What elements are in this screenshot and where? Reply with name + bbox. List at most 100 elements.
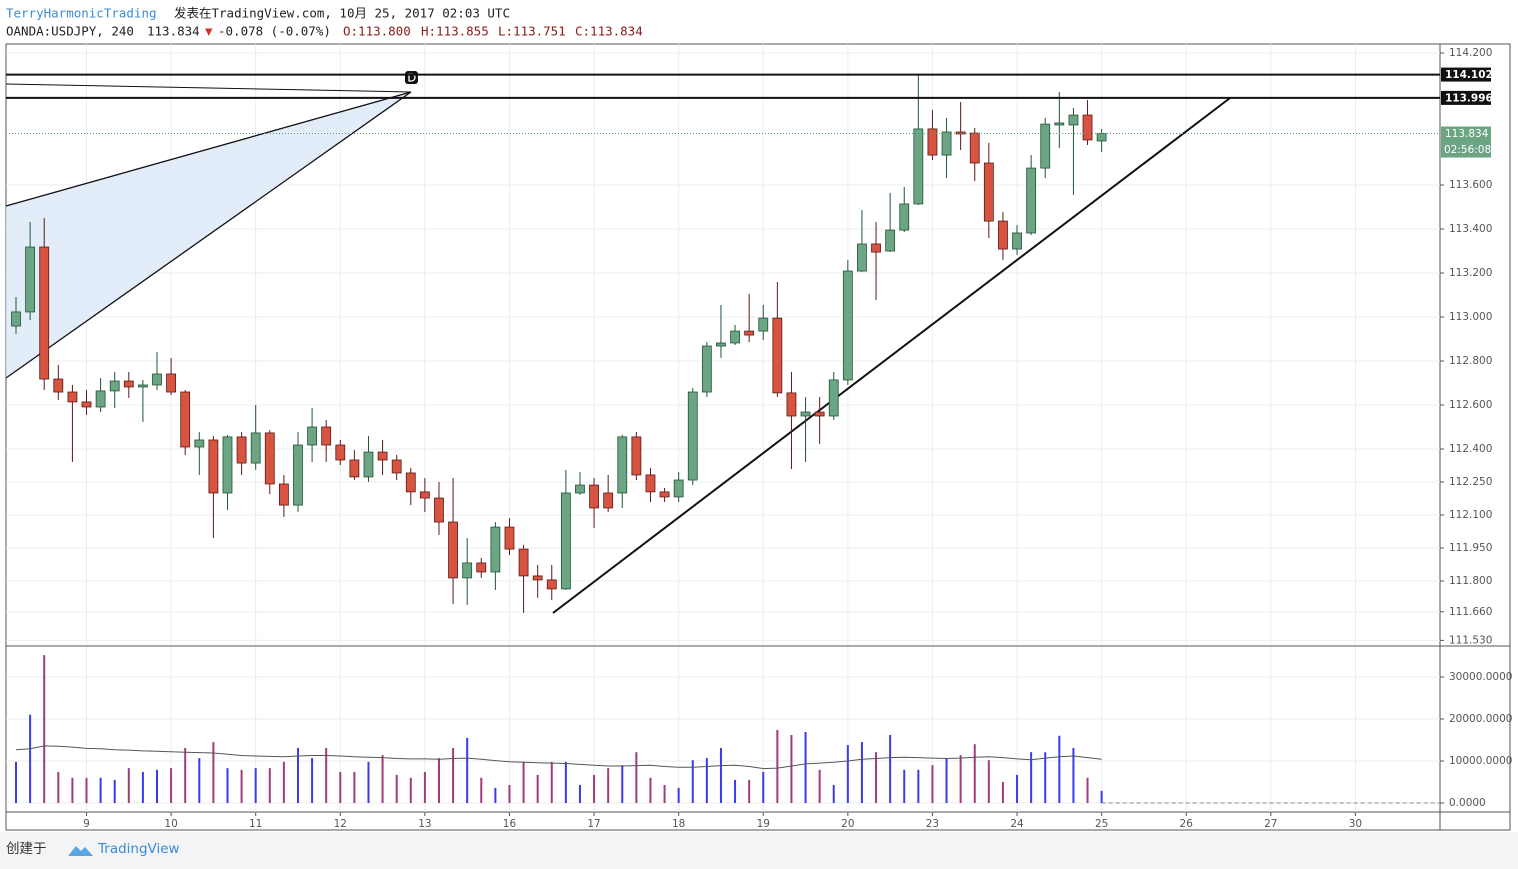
marks: [6, 73, 1440, 804]
y-tick-label: 111.950: [1449, 542, 1492, 554]
candle-body: [589, 484, 599, 509]
countdown-label: 02:56:08: [1444, 144, 1491, 156]
candle-body: [546, 579, 557, 590]
candle-body: [138, 384, 148, 388]
candle-body: [180, 391, 191, 448]
candle-body: [222, 436, 233, 494]
candle-body: [293, 444, 303, 506]
candle-body: [419, 491, 430, 499]
candle-body: [560, 492, 571, 590]
price-line-label: 114.102: [1445, 69, 1493, 81]
x-tick-label: 26: [1180, 818, 1194, 830]
candle-body: [744, 330, 755, 336]
pattern-line: [5, 83, 412, 93]
candle-body: [264, 432, 275, 485]
candle-body: [927, 128, 938, 156]
y-tick-label: 113.400: [1449, 223, 1492, 235]
candle-body: [687, 391, 698, 481]
candle-body: [631, 436, 642, 476]
y-tick-label: 112.250: [1449, 476, 1492, 488]
candle-body: [490, 526, 501, 573]
candle-body: [786, 392, 797, 417]
candle-body: [899, 203, 910, 231]
candle-body: [842, 270, 853, 381]
candle-body: [11, 311, 21, 327]
candle-body: [532, 575, 543, 581]
author[interactable]: TerryHarmonicTrading: [6, 6, 157, 21]
x-tick-label: 11: [249, 818, 262, 830]
symbol: OANDA:USDJPY, 240: [6, 24, 134, 39]
pattern-line: [5, 91, 412, 207]
candle-body: [307, 426, 317, 446]
candle-body: [983, 162, 994, 222]
y-tick-label: 112.800: [1449, 355, 1492, 367]
v-tick-label: 0.0000: [1449, 797, 1486, 809]
candle-body: [603, 492, 614, 509]
candle-body: [335, 444, 346, 461]
y-tick-label: 111.800: [1449, 575, 1492, 587]
current-price-tag: [1441, 126, 1491, 158]
candle-body: [377, 451, 388, 461]
y-tick-label: 112.400: [1449, 443, 1492, 455]
candle-body: [1096, 133, 1107, 142]
candle-body: [236, 436, 247, 464]
candle-body: [814, 411, 825, 417]
candle-body: [828, 379, 839, 417]
x-tick-label: 27: [1264, 818, 1277, 830]
candle-body: [462, 562, 473, 579]
x-tick-label: 12: [334, 818, 347, 830]
y-tick-label: 112.100: [1449, 509, 1492, 521]
open: O:113.800: [343, 24, 411, 39]
point-marker: [405, 71, 418, 84]
candle-body: [645, 474, 656, 493]
x-tick-label: 23: [926, 818, 939, 830]
candle-body: [913, 128, 924, 205]
candle-body: [363, 451, 374, 478]
price-line-tag: [1441, 90, 1491, 105]
candle-body: [730, 330, 740, 344]
x-tick-label: 20: [841, 818, 854, 830]
x-tick-label: 24: [1010, 818, 1024, 830]
candle-body: [208, 439, 219, 494]
y-tick-label: 113.600: [1449, 179, 1492, 191]
y-tick-label: 111.660: [1449, 606, 1492, 618]
candle-body: [349, 459, 360, 478]
candle-body: [39, 246, 50, 380]
candle-body: [81, 401, 92, 408]
high: H:113.855: [421, 24, 489, 39]
labels: 9 10 11 12 13 16 17 18 19 20 23 24 25 26 27 30 114.200 11…: [83, 47, 1512, 830]
published: 发表在TradingView.com, 10月 25, 2017 02:03 U…: [174, 6, 510, 21]
candle-body: [969, 132, 980, 164]
low: L:113.751: [498, 24, 566, 39]
candle-body: [278, 483, 289, 506]
candle-body: [391, 459, 402, 474]
candle-body: [871, 243, 881, 253]
candle-body: [518, 548, 529, 577]
candle-body: [1012, 232, 1022, 250]
v-tick-label: 20000.0000: [1449, 713, 1512, 725]
footer-bar: [0, 832, 1518, 869]
pattern-line: [5, 91, 412, 379]
y-tick-label: 113.000: [1449, 311, 1492, 323]
change: -0.078 (-0.07%): [218, 24, 331, 39]
candle-body: [857, 243, 867, 272]
candle-body: [716, 342, 726, 347]
candle-body: [25, 246, 36, 313]
candle-body: [53, 378, 64, 393]
volume-ma: [15, 745, 1102, 770]
change-arrow: ▼: [205, 24, 213, 39]
y-tick-label: 113.200: [1449, 267, 1492, 279]
candle-body: [250, 432, 261, 464]
x-tick-label: 9: [83, 818, 90, 830]
y-tick-label: 114.200: [1449, 47, 1492, 59]
candle-body: [448, 521, 458, 579]
x-tick-label: 30: [1349, 818, 1362, 830]
candle-body: [194, 439, 205, 448]
brand[interactable]: TradingView: [97, 841, 180, 857]
candle-body: [1082, 114, 1093, 141]
candle-body: [166, 373, 176, 393]
x-tick-label: 13: [418, 818, 431, 830]
candle-body: [800, 411, 811, 417]
